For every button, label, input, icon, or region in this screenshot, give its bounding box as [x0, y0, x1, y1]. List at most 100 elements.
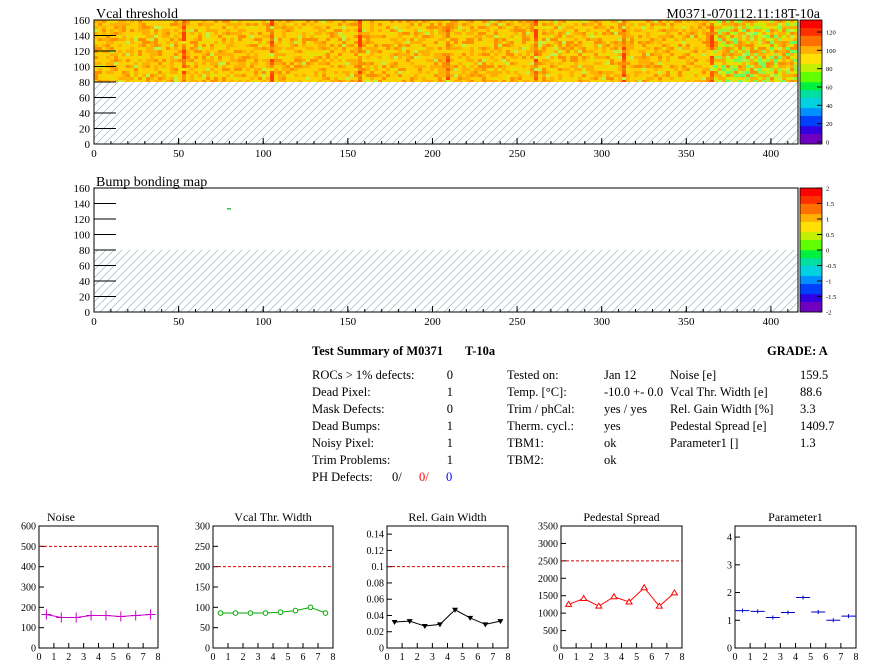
threshold-cell: [274, 20, 278, 23]
threshold-cell: [494, 62, 498, 65]
threshold-cell: [730, 65, 734, 68]
threshold-cell: [482, 65, 486, 68]
threshold-cell: [186, 35, 190, 38]
threshold-cell: [558, 20, 562, 23]
threshold-cell: [594, 38, 598, 41]
threshold-cell: [410, 20, 414, 23]
threshold-cell: [386, 23, 390, 26]
threshold-cell: [490, 20, 494, 23]
threshold-cell: [626, 47, 630, 50]
threshold-cell: [458, 68, 462, 71]
threshold-cell: [214, 62, 218, 65]
threshold-cell: [738, 38, 742, 41]
threshold-cell: [382, 41, 386, 44]
x-tick-label: 0: [91, 316, 97, 328]
threshold-cell: [550, 65, 554, 68]
threshold-cell: [534, 71, 538, 74]
y-tick-label: 160: [74, 183, 91, 195]
threshold-cell: [266, 29, 270, 32]
threshold-cell: [278, 44, 282, 47]
threshold-cell: [654, 74, 658, 77]
threshold-cell: [270, 20, 274, 23]
threshold-cell: [302, 74, 306, 77]
threshold-cell: [182, 68, 186, 71]
threshold-cell: [614, 71, 618, 74]
threshold-cell: [678, 38, 682, 41]
threshold-cell: [310, 77, 314, 80]
threshold-cell: [382, 26, 386, 29]
threshold-cell: [162, 80, 166, 82]
threshold-cell: [682, 59, 686, 62]
palette-band: [800, 63, 822, 67]
threshold-cell: [738, 56, 742, 59]
threshold-cell: [766, 32, 770, 35]
threshold-cell: [310, 68, 314, 71]
threshold-cell: [210, 56, 214, 59]
threshold-cell: [314, 44, 318, 47]
data-point: [71, 612, 82, 623]
threshold-cell: [582, 74, 586, 77]
threshold-cell: [354, 74, 358, 77]
threshold-cell: [714, 77, 718, 80]
threshold-cell: [766, 74, 770, 77]
threshold-cell: [794, 65, 798, 68]
threshold-cell: [262, 44, 266, 47]
threshold-cell: [158, 29, 162, 32]
threshold-cell: [750, 35, 754, 38]
threshold-cell: [754, 41, 758, 44]
threshold-cell: [694, 80, 698, 82]
data-point: [292, 607, 299, 614]
palette-band: [800, 221, 822, 225]
threshold-cell: [122, 38, 126, 41]
module-test-id: M0371-070112.11:18T-10a: [666, 7, 820, 22]
threshold-cell: [510, 77, 514, 80]
threshold-cell: [678, 65, 682, 68]
threshold-cell: [586, 44, 590, 47]
palette-tick-label: 100: [826, 48, 836, 55]
threshold-cell: [554, 32, 558, 35]
threshold-cell: [446, 38, 450, 41]
threshold-cell: [406, 56, 410, 59]
threshold-cell: [674, 80, 678, 82]
threshold-cell: [482, 53, 486, 56]
threshold-cell: [350, 26, 354, 29]
threshold-cell: [690, 41, 694, 44]
threshold-cell: [362, 32, 366, 35]
threshold-cell: [782, 62, 786, 65]
x-tick-label: 2: [589, 652, 594, 663]
threshold-cell: [514, 32, 518, 35]
threshold-cell: [102, 56, 106, 59]
threshold-cell: [198, 23, 202, 26]
threshold-cell: [362, 41, 366, 44]
threshold-cell: [126, 62, 130, 65]
y-tick-label: 80: [79, 77, 91, 89]
threshold-cell: [690, 26, 694, 29]
threshold-cell: [490, 74, 494, 77]
threshold-cell: [358, 38, 362, 41]
threshold-cell: [790, 47, 794, 50]
threshold-cell: [378, 29, 382, 32]
threshold-cell: [118, 71, 122, 74]
threshold-cell: [462, 80, 466, 82]
threshold-cell: [190, 38, 194, 41]
x-tick-label: 0: [91, 148, 97, 160]
threshold-cell: [218, 68, 222, 71]
threshold-cell: [430, 59, 434, 62]
threshold-cell: [146, 44, 150, 47]
plot-frame: [212, 525, 334, 649]
threshold-cell: [434, 62, 438, 65]
threshold-cell: [478, 68, 482, 71]
threshold-cell: [106, 53, 110, 56]
threshold-cell: [702, 77, 706, 80]
threshold-cell: [794, 71, 798, 74]
threshold-cell: [254, 59, 258, 62]
threshold-cell: [130, 53, 134, 56]
threshold-cell: [446, 20, 450, 23]
palette-tick-label: 20: [826, 121, 833, 128]
threshold-cell: [134, 38, 138, 41]
threshold-cell: [574, 74, 578, 77]
threshold-cell: [198, 62, 202, 65]
threshold-cell: [470, 62, 474, 65]
threshold-cell: [362, 38, 366, 41]
threshold-cell: [530, 35, 534, 38]
